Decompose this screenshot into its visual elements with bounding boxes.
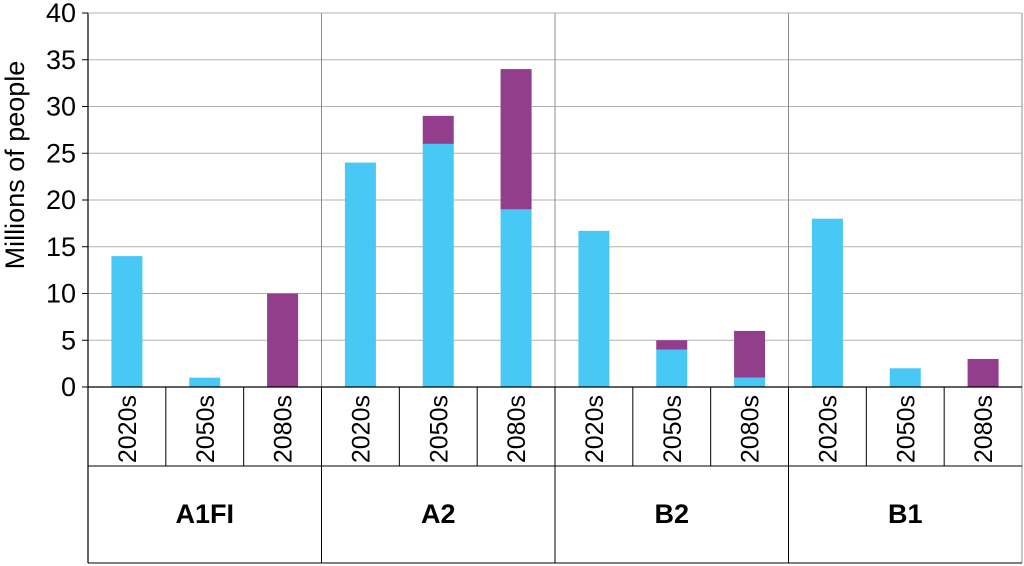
bar-segment [734,330,766,378]
y-axis-label: Millions of people [0,61,30,270]
category-label: 2050s [892,395,920,463]
bar-segment [189,377,221,387]
group-label: A2 [421,499,456,529]
y-tick-label: 35 [46,45,76,75]
group-label: B2 [654,499,689,529]
y-tick-label: 15 [46,232,76,262]
category-label: 2080s [503,395,531,463]
category-label: 2020s [814,395,842,463]
bar-segment [578,230,610,387]
bar-segment [811,218,843,387]
bars [111,69,999,387]
bar-segment [344,162,376,387]
y-tick-label: 5 [61,325,76,355]
y-tick-labels: 0 5 10 15 20 25 30 35 40 [46,0,76,402]
category-label: 2050s [659,395,687,463]
y-tick-label: 0 [61,372,76,402]
group-labels: A1FI A2 B2 B1 [175,499,922,529]
category-label: 2020s [581,395,609,463]
bar-segment [656,349,688,387]
y-tick-label: 30 [46,92,76,122]
y-tick-label: 20 [46,185,76,215]
bar-segment [967,358,999,387]
bar-segment [656,340,688,350]
category-label: 2050s [425,395,453,463]
bar-segment [500,69,532,210]
y-tick-label: 10 [46,279,76,309]
group-label: A1FI [175,499,234,529]
y-tick-label: 40 [46,0,76,28]
category-label: 2080s [970,395,998,463]
grid-lines [88,12,1022,387]
bar-segment [267,293,299,387]
category-label: 2020s [114,395,142,463]
bar-segment [422,115,454,144]
bar-segment [734,377,766,387]
category-labels: 2020s 2050s 2080s 2020s 2050s 2080s 2020s 2050s… [114,395,998,463]
category-label: 2020s [347,395,375,463]
axes [82,12,1023,564]
bar-segment [889,368,921,387]
category-label: 2080s [270,395,298,463]
y-tick-label: 25 [46,138,76,168]
bar-segment [111,256,143,387]
bar-segment [500,209,532,387]
category-label: 2080s [737,395,765,463]
category-label: 2050s [192,395,220,463]
group-label: B1 [888,499,923,529]
bar-segment [422,143,454,387]
